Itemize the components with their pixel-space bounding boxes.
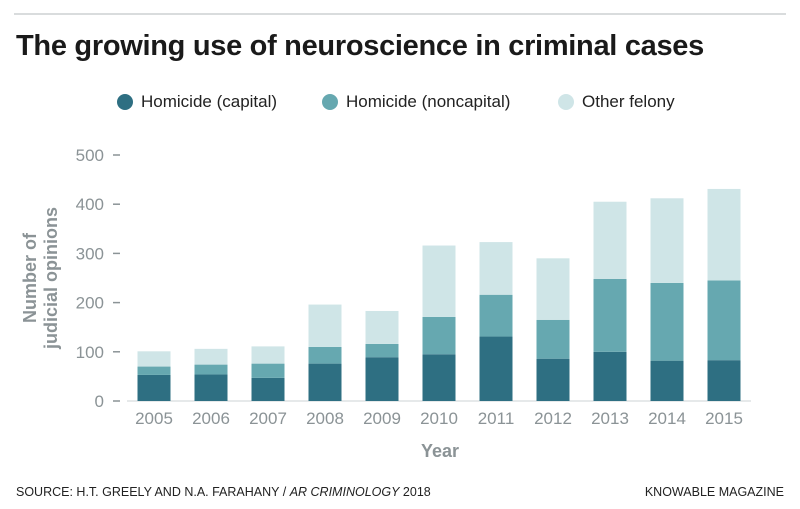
legend-label-capital: Homicide (capital) xyxy=(141,92,278,111)
legend-swatch-capital xyxy=(117,94,133,110)
x-tick-label: 2011 xyxy=(478,409,515,428)
bar-segment-other xyxy=(137,351,171,367)
bar-segment-other xyxy=(536,258,570,320)
source-year: 2018 xyxy=(399,485,431,499)
bar-segment-noncapital xyxy=(593,278,627,352)
bar-segment-capital xyxy=(593,351,627,401)
source-journal: AR CRIMINOLOGY xyxy=(289,485,400,499)
bar-segment-other xyxy=(308,304,342,347)
x-tick-label: 2015 xyxy=(705,409,743,428)
x-tick-label: 2005 xyxy=(135,409,173,428)
legend-item-noncapital: Homicide (noncapital) xyxy=(322,92,510,112)
legend-swatch-other xyxy=(558,94,574,110)
x-tick-label: 2009 xyxy=(363,409,401,428)
bar-segment-noncapital xyxy=(137,366,171,375)
bar-segment-capital xyxy=(707,360,741,401)
bar-segment-other xyxy=(251,346,285,364)
x-tick-label: 2006 xyxy=(192,409,230,428)
x-tick-label: 2007 xyxy=(249,409,287,428)
bar-segment-capital xyxy=(308,363,342,401)
bar-segment-capital xyxy=(479,336,513,401)
legend-label-noncapital: Homicide (noncapital) xyxy=(346,92,511,111)
x-tick-label: 2010 xyxy=(420,409,458,428)
source-credit: SOURCE: H.T. GREELY AND N.A. FARAHANY / … xyxy=(16,485,431,499)
y-tick-label: 0 xyxy=(95,392,104,411)
bar-segment-noncapital xyxy=(479,294,513,337)
bar-segment-capital xyxy=(422,354,456,401)
bar-segment-noncapital xyxy=(422,316,456,355)
bar-segment-capital xyxy=(251,377,285,401)
y-tick-label: 500 xyxy=(76,146,104,165)
bar-segment-other xyxy=(422,245,456,317)
x-tick-label: 2012 xyxy=(534,409,572,428)
bar-segment-other xyxy=(479,242,513,295)
stacked-bar-chart: 0 100 200 300 400 500 2005 2006 2007 2008 2009 2010… xyxy=(20,146,751,461)
bar-segment-capital xyxy=(194,374,228,401)
bar-segment-other xyxy=(650,198,684,283)
y-tick-label: 400 xyxy=(76,195,104,214)
legend: Homicide (capital) Homicide (noncapital)… xyxy=(0,92,800,114)
bar-segment-noncapital xyxy=(536,319,570,359)
bar-segment-capital xyxy=(536,358,570,401)
chart-title: The growing use of neuroscience in crimi… xyxy=(16,30,704,62)
bar-segment-other xyxy=(365,310,399,344)
bar-segment-capital xyxy=(650,360,684,401)
y-tick-label: 200 xyxy=(76,294,104,313)
y-axis-title-line1: Number of xyxy=(20,232,40,323)
x-axis-title: Year xyxy=(421,441,459,461)
x-tick-label: 2014 xyxy=(648,409,686,428)
bar-segment-other xyxy=(194,348,228,365)
bar-segment-other xyxy=(593,201,627,279)
bar-segment-capital xyxy=(365,357,399,401)
legend-label-other: Other felony xyxy=(582,92,675,111)
publisher-brand: KNOWABLE MAGAZINE xyxy=(644,485,784,499)
y-axis-title-line2: judicial opinions xyxy=(41,207,61,350)
bar-segment-noncapital xyxy=(308,346,342,364)
bar-segment-other xyxy=(707,188,741,281)
bar-segment-noncapital xyxy=(365,343,399,358)
legend-swatch-noncapital xyxy=(322,94,338,110)
bar-segment-noncapital xyxy=(194,364,228,375)
y-tick-label: 100 xyxy=(76,343,104,362)
legend-item-capital: Homicide (capital) xyxy=(117,92,277,112)
x-tick-label: 2008 xyxy=(306,409,344,428)
y-axis-title: Number ofjudicial opinions xyxy=(20,207,61,350)
legend-item-other: Other felony xyxy=(558,92,675,112)
bar-segment-capital xyxy=(137,374,171,401)
bar-segment-noncapital xyxy=(251,363,285,378)
bar-segment-noncapital xyxy=(650,282,684,361)
top-rule xyxy=(14,13,786,15)
x-tick-label: 2013 xyxy=(591,409,629,428)
bar-segment-noncapital xyxy=(707,280,741,361)
y-tick-label: 300 xyxy=(76,244,104,263)
source-prefix: SOURCE: H.T. GREELY AND N.A. FARAHANY / xyxy=(16,485,290,499)
